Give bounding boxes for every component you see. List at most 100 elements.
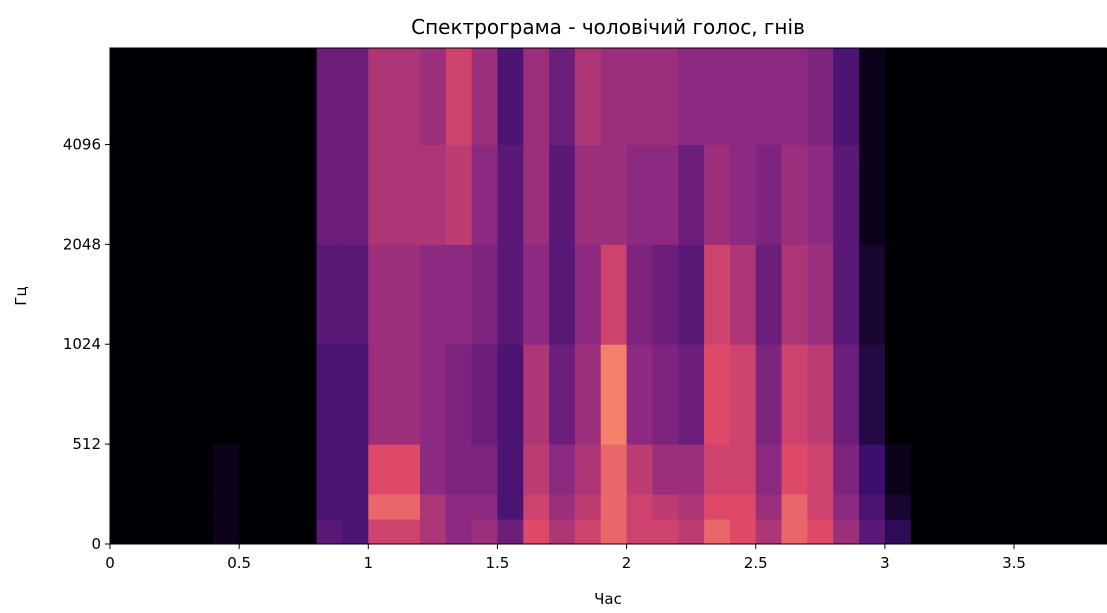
heatmap-cell	[290, 344, 318, 445]
heatmap-cell	[833, 244, 860, 345]
heatmap-cell	[910, 48, 938, 145]
heatmap-cell	[833, 344, 860, 445]
heatmap-cell	[729, 344, 757, 445]
heatmap-cell	[445, 48, 473, 145]
heatmap-cell	[110, 519, 137, 545]
heatmap-cell	[626, 344, 653, 445]
heatmap-cell	[290, 444, 318, 495]
heatmap-cell	[290, 48, 318, 145]
heatmap-cell	[626, 244, 653, 345]
heatmap-cell	[187, 444, 214, 495]
heatmap-cell	[135, 144, 163, 245]
heatmap-cell	[704, 48, 731, 145]
heatmap-cell	[110, 494, 137, 520]
heatmap-cell	[316, 444, 343, 495]
heatmap-cell	[264, 519, 292, 545]
heatmap-cell	[419, 48, 447, 145]
heatmap-cell	[755, 344, 783, 445]
heatmap-cell	[652, 344, 679, 445]
heatmap-cell	[574, 519, 602, 545]
heatmap-cell	[910, 144, 938, 245]
heatmap-cell	[342, 48, 369, 145]
heatmap-cell	[368, 494, 395, 520]
heatmap-cell	[755, 144, 783, 245]
heatmap-cell	[161, 48, 188, 145]
heatmap-cell	[729, 444, 757, 495]
heatmap-cell	[574, 444, 602, 495]
heatmap-cell	[652, 244, 679, 345]
heatmap-cell	[394, 494, 421, 520]
heatmap-cell	[678, 444, 705, 495]
heatmap-cell	[264, 244, 292, 345]
heatmap-cell	[755, 244, 783, 345]
x-tick-label: 0	[105, 554, 115, 572]
heatmap-cell	[264, 144, 292, 245]
heatmap-cell	[471, 519, 498, 545]
heatmap-cell	[445, 244, 473, 345]
heatmap-cell	[497, 519, 524, 545]
heatmap-cell	[471, 48, 498, 145]
heatmap-cell	[1065, 48, 1093, 145]
heatmap-cell	[678, 144, 705, 245]
heatmap-cell	[962, 494, 989, 520]
heatmap-cell	[445, 494, 473, 520]
heatmap-cell	[678, 344, 705, 445]
heatmap-cell	[884, 244, 912, 345]
heatmap-cell	[471, 494, 498, 520]
heatmap-cell	[497, 244, 524, 345]
heatmap-cell	[1065, 494, 1093, 520]
y-axis-label: Гц	[12, 286, 30, 305]
heatmap-cell	[859, 244, 886, 345]
heatmap-cell	[1014, 494, 1041, 520]
heatmap-cell	[394, 144, 421, 245]
heatmap-cell	[497, 494, 524, 520]
heatmap-cell	[239, 144, 266, 245]
heatmap-cell	[394, 244, 421, 345]
heatmap-cell	[936, 144, 963, 245]
heatmap-cell	[962, 344, 989, 445]
heatmap-cell	[910, 494, 938, 520]
heatmap-cell	[1039, 48, 1067, 145]
heatmap-cell	[884, 444, 912, 495]
heatmap-cell	[729, 244, 757, 345]
heatmap-cell	[884, 48, 912, 145]
heatmap-cell	[1065, 444, 1093, 495]
heatmap-cell	[652, 144, 679, 245]
heatmap-cell	[729, 494, 757, 520]
x-tick-label: 0.5	[227, 554, 251, 572]
heatmap-cell	[549, 48, 576, 145]
y-tick-label: 4096	[63, 135, 101, 153]
heatmap-cell	[1039, 344, 1067, 445]
heatmap-cell	[859, 144, 886, 245]
heatmap-cell	[523, 344, 550, 445]
heatmap-cell	[962, 519, 989, 545]
y-tick-label: 1024	[63, 335, 101, 353]
heatmap-cell	[523, 444, 550, 495]
heatmap-cell	[574, 48, 602, 145]
heatmap-cell	[394, 444, 421, 495]
heatmap-cell	[600, 244, 628, 345]
heatmap-cell	[936, 519, 963, 545]
heatmap-cell	[781, 244, 808, 345]
heatmap-cell	[704, 244, 731, 345]
heatmap-cell	[264, 494, 292, 520]
heatmap-cell	[110, 444, 137, 495]
heatmap-cell	[704, 519, 731, 545]
heatmap-cell	[884, 519, 912, 545]
heatmap-cell	[600, 48, 628, 145]
heatmap-cell	[342, 244, 369, 345]
heatmap-cell	[988, 344, 1015, 445]
heatmap-cell	[239, 344, 266, 445]
heatmap-cell	[497, 444, 524, 495]
heatmap-cell	[135, 519, 163, 545]
heatmap-cell	[368, 144, 395, 245]
heatmap-cell	[988, 519, 1015, 545]
heatmap-cell	[445, 344, 473, 445]
heatmap-cell	[445, 519, 473, 545]
heatmap-cell	[368, 344, 395, 445]
heatmap-cell	[290, 244, 318, 345]
heatmap-cell	[626, 444, 653, 495]
heatmap-cell	[497, 48, 524, 145]
heatmap-cell	[884, 494, 912, 520]
heatmap-cell	[135, 48, 163, 145]
